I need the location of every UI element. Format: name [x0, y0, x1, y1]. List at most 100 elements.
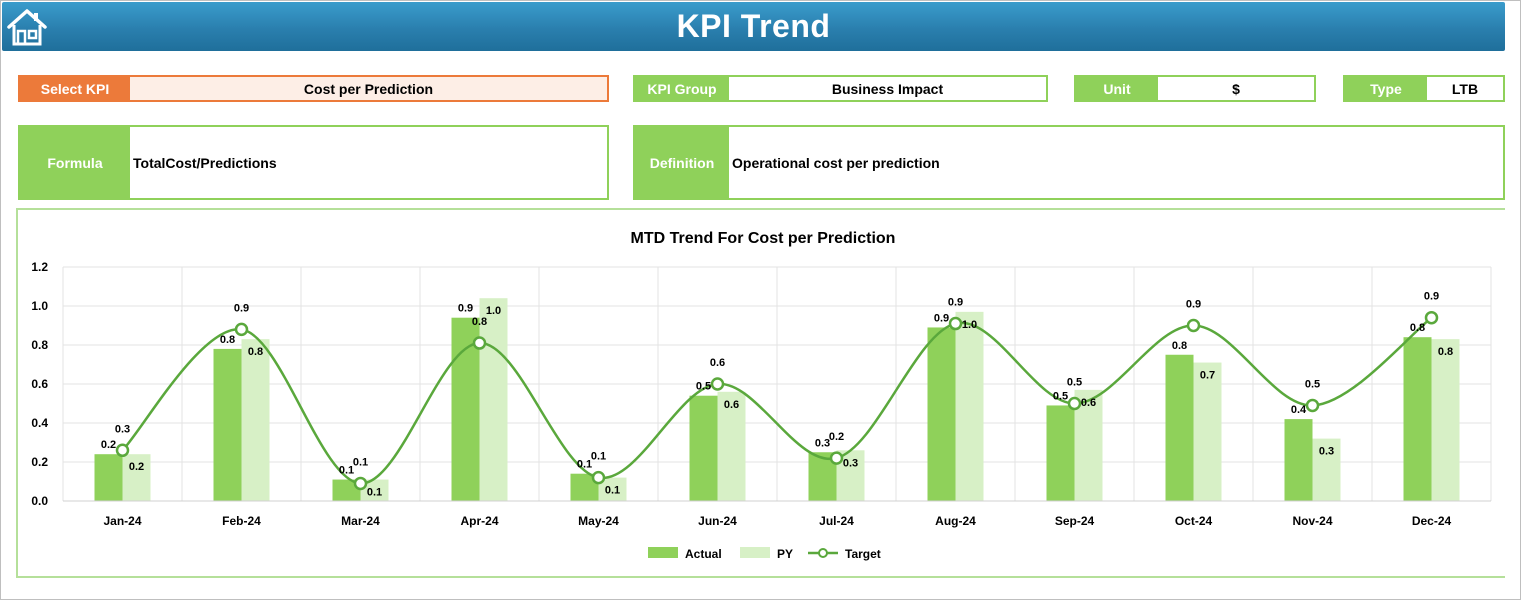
target-point	[1186, 318, 1201, 333]
x-tick-label: Jan-24	[103, 514, 141, 528]
data-label-target: 0.1	[353, 456, 368, 468]
mtd-trend-chart: MTD Trend For Cost per Prediction 0.2 0.2…	[31, 230, 1492, 561]
unit-label: Unit	[1076, 77, 1158, 100]
target-point	[472, 336, 487, 350]
data-label-target: 0.9	[948, 297, 963, 309]
formula-label: Formula	[20, 127, 130, 198]
bar-py	[479, 298, 508, 501]
target-point	[234, 322, 249, 337]
x-tick-label: Dec-24	[1412, 514, 1452, 528]
data-label-py: 0.2	[129, 461, 144, 473]
target-point	[1067, 396, 1082, 411]
x-tick-label: Nov-24	[1292, 514, 1332, 528]
chart-title: MTD Trend For Cost per Prediction	[631, 230, 896, 247]
bar-actual	[1284, 419, 1313, 501]
data-label-py: 0.8	[1438, 346, 1453, 358]
x-tick-label: Jun-24	[698, 514, 737, 528]
data-label-target: 0.9	[1186, 299, 1201, 311]
target-point	[948, 316, 963, 331]
bar-py	[360, 479, 389, 501]
y-tick-label: 0.8	[31, 338, 48, 352]
data-label-target: 0.9	[234, 302, 249, 314]
bar-py	[717, 391, 746, 501]
data-label-target: 0.5	[1305, 378, 1320, 390]
definition-value: Operational cost per prediction	[732, 154, 940, 171]
target-point	[1424, 310, 1439, 325]
bar-actual	[332, 479, 361, 501]
unit-value: $	[1232, 80, 1240, 97]
data-label-actual: 0.9	[458, 303, 473, 315]
data-label-target: 0.1	[591, 451, 606, 463]
bar-actual	[1165, 354, 1194, 501]
type-value: LTB	[1451, 80, 1479, 97]
bar-py	[1193, 362, 1222, 501]
data-label-py: 0.8	[248, 346, 263, 358]
type-label: Type	[1345, 77, 1427, 100]
bar-py	[1431, 339, 1460, 501]
y-tick-label: 0.2	[31, 455, 48, 469]
unit-field: Unit $	[1074, 75, 1316, 102]
x-tick-label: Sep-24	[1055, 514, 1095, 528]
data-label-actual: 0.1	[339, 465, 354, 477]
select-kpi-label: Select KPI	[20, 77, 130, 100]
bar-py	[241, 339, 270, 501]
data-label-actual: 0.3	[815, 437, 830, 449]
bar-actual	[689, 395, 718, 501]
kpi-group-label: KPI Group	[635, 77, 729, 100]
data-label-actual: 0.8	[1172, 340, 1187, 352]
data-label-py: 0.7	[1200, 370, 1215, 382]
select-kpi-field: Select KPI Cost per Prediction	[18, 75, 609, 102]
legend-label: PY	[777, 547, 793, 561]
data-label-actual: 0.1	[577, 459, 592, 471]
legend-label: Target	[845, 547, 881, 561]
data-label-py: 0.6	[724, 399, 739, 411]
bar-py	[955, 311, 984, 501]
formula-value: TotalCost/Predictions	[133, 154, 277, 171]
data-label-actual: 0.9	[934, 312, 949, 324]
kpi-group-field: KPI Group Business Impact	[633, 75, 1048, 102]
data-label-actual: 0.5	[696, 381, 711, 393]
select-kpi-dropdown[interactable]: Cost per Prediction	[130, 77, 607, 100]
x-tick-label: Oct-24	[1175, 514, 1213, 528]
legend-swatch	[740, 547, 770, 558]
x-tick-label: Aug-24	[935, 514, 976, 528]
legend-label: Actual	[685, 547, 722, 561]
x-tick-label: Jul-24	[819, 514, 854, 528]
data-label-target: 0.8	[472, 316, 487, 328]
page-title: KPI Trend	[676, 8, 831, 44]
y-tick-label: 1.0	[31, 299, 48, 313]
target-point	[115, 443, 130, 458]
bar-py	[122, 454, 151, 501]
target-point	[591, 470, 606, 485]
target-point	[710, 377, 725, 391]
data-label-actual: 0.8	[1410, 322, 1425, 334]
bar-actual	[94, 454, 123, 501]
data-label-actual: 0.4	[1291, 404, 1307, 416]
chart-legend: Actual PY Target	[648, 547, 881, 561]
y-tick-label: 0.4	[31, 416, 48, 430]
y-tick-label: 1.2	[31, 260, 48, 274]
x-tick-label: May-24	[578, 514, 619, 528]
legend-swatch	[648, 547, 678, 558]
x-tick-label: Mar-24	[341, 514, 380, 528]
data-label-py: 0.6	[1081, 397, 1096, 409]
data-label-actual: 0.8	[220, 334, 235, 346]
bar-actual	[1403, 337, 1432, 501]
home-icon[interactable]	[6, 6, 48, 48]
x-tick-label: Feb-24	[222, 514, 261, 528]
definition-box: Definition Operational cost per predicti…	[633, 125, 1505, 200]
target-point	[353, 476, 368, 491]
header-bar: KPI Trend	[2, 2, 1505, 51]
bar-actual	[213, 348, 242, 501]
data-label-target: 0.5	[1067, 377, 1082, 389]
x-tick-label: Apr-24	[460, 514, 498, 528]
target-point	[829, 451, 844, 465]
data-label-actual: 0.2	[101, 439, 116, 451]
definition-label: Definition	[635, 127, 729, 198]
data-label-py: 0.3	[843, 457, 858, 469]
chart-container: MTD Trend For Cost per Prediction 0.2 0.2…	[16, 208, 1505, 578]
bar-py	[1312, 438, 1341, 501]
target-point	[1305, 398, 1320, 413]
data-label-py: 1.0	[486, 305, 501, 317]
formula-box: Formula TotalCost/Predictions	[18, 125, 609, 200]
